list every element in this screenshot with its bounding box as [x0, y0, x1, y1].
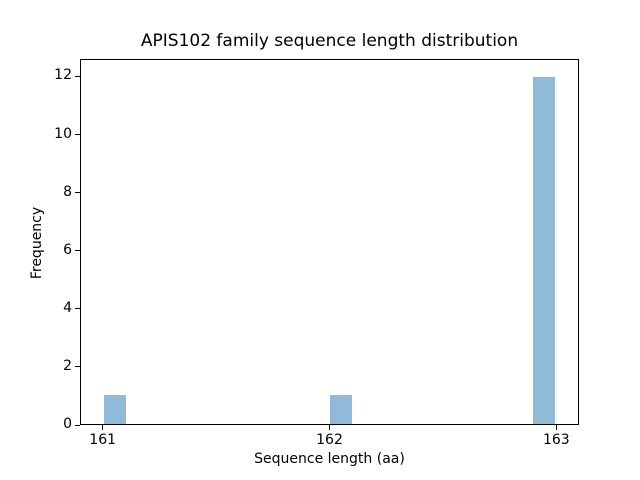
y-tick-mark [75, 308, 80, 310]
histogram-bar [329, 395, 353, 424]
y-tick-mark [75, 366, 80, 368]
y-tick-mark [75, 192, 80, 194]
histogram-bar [103, 395, 127, 424]
x-tick-label: 163 [542, 432, 570, 448]
y-tick-mark [75, 250, 80, 252]
y-tick-label: 0 [63, 416, 72, 432]
y-tick-label: 10 [54, 125, 72, 142]
y-tick-label: 8 [63, 183, 72, 200]
x-tick-label: 161 [89, 432, 117, 448]
x-axis-label: Sequence length (aa) [254, 451, 405, 467]
y-tick-mark [75, 424, 80, 426]
y-tick-label: 6 [63, 241, 72, 258]
y-tick-label: 4 [63, 299, 72, 316]
plot-area [80, 59, 579, 425]
chart-title: APIS102 family sequence length distribut… [140, 31, 519, 51]
histogram-bar [532, 77, 556, 424]
x-tick-label: 162 [316, 432, 343, 448]
x-tick-mark [102, 425, 104, 430]
y-tick-mark [75, 75, 80, 77]
x-tick-mark [555, 425, 557, 430]
y-tick-label: 12 [54, 67, 72, 84]
x-tick-mark [329, 425, 330, 430]
y-tick-mark [75, 134, 80, 136]
y-tick-label: 2 [63, 357, 72, 374]
